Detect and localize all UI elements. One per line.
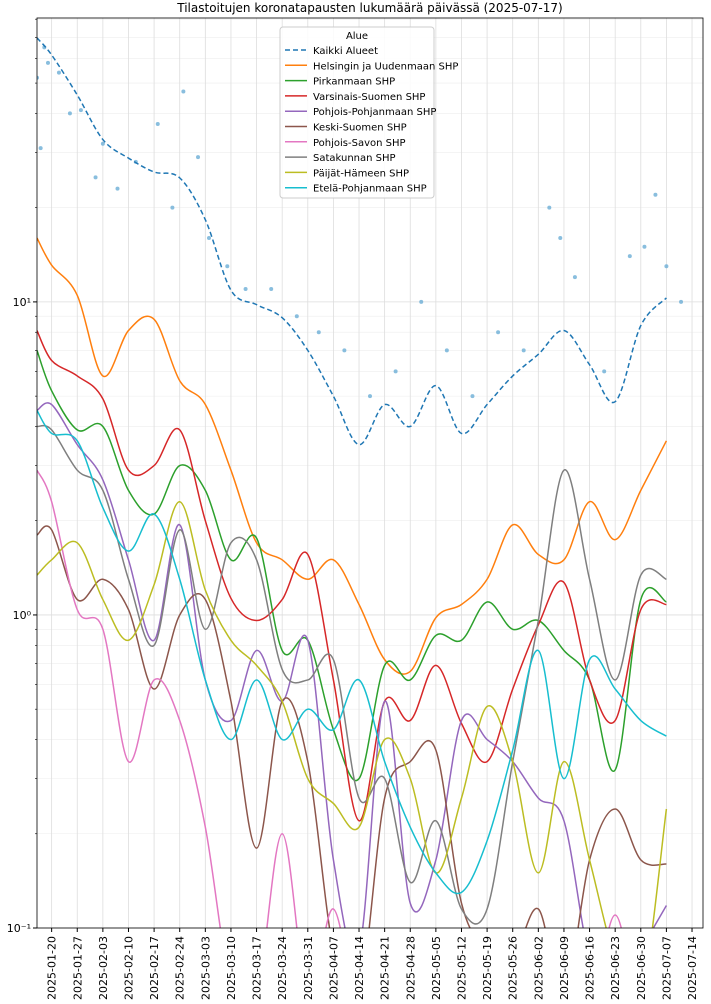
data-point [45, 60, 50, 65]
x-tick-label: 2025-04-21 [379, 936, 392, 1000]
data-point [115, 186, 120, 191]
y-tick-label: 10⁻¹ [7, 922, 31, 935]
legend-label: Pohjois-Savon SHP [313, 138, 406, 149]
data-point [470, 394, 475, 399]
data-point [196, 155, 201, 160]
y-tick-label: 10¹ [13, 296, 31, 309]
data-point [38, 146, 43, 151]
x-tick-label: 2025-04-14 [353, 936, 366, 1000]
data-point [225, 264, 230, 269]
data-point [547, 205, 552, 210]
data-point [679, 299, 684, 304]
legend-label: Päijät-Hämeen SHP [313, 168, 409, 179]
legend-label: Varsinais-Suomen SHP [313, 92, 425, 103]
x-tick-label: 2025-05-12 [455, 936, 468, 1000]
legend-label: Keski-Suomen SHP [313, 123, 407, 134]
data-point [572, 275, 577, 280]
data-point [243, 286, 248, 291]
series-line [37, 237, 668, 675]
data-point [269, 286, 274, 291]
data-point [627, 254, 632, 259]
x-tick-label: 2025-04-28 [404, 936, 417, 1000]
data-point [93, 175, 98, 180]
data-point [100, 141, 105, 146]
x-tick-label: 2025-05-26 [507, 936, 520, 1000]
data-point [444, 348, 449, 353]
x-tick-label: 2025-06-23 [609, 936, 622, 1000]
data-point [393, 369, 398, 374]
x-tick-label: 2025-02-10 [122, 936, 135, 1000]
x-tick-label: 2025-02-17 [148, 936, 161, 1000]
x-tick-label: 2025-07-07 [660, 936, 673, 1000]
data-point [602, 369, 607, 374]
data-point [342, 348, 347, 353]
grid [37, 18, 703, 929]
x-tick-label: 2025-05-05 [430, 936, 443, 1000]
series-line [37, 37, 667, 446]
x-tick-label: 2025-07-14 [686, 936, 699, 1000]
x-tick-label: 2025-02-24 [174, 936, 187, 1000]
x-tick-label: 2025-01-20 [46, 936, 59, 1000]
axes: 10⁻¹ 10⁰ 10¹ 2025-01-20 2025-01-27 2025-02-03… [7, 18, 699, 1000]
x-tick-label: 2025-05-19 [481, 936, 494, 1000]
x-tick-label: 2025-03-10 [225, 936, 238, 1000]
x-tick-label: 2025-06-16 [584, 936, 597, 1000]
data-point [558, 235, 563, 240]
series-line [37, 525, 667, 928]
x-tick-label: 2025-06-09 [558, 936, 571, 1000]
legend-label: Pirkanmaan SHP [313, 77, 395, 88]
series-line [37, 330, 667, 822]
x-tick-label: 2025-01-27 [71, 936, 84, 1000]
x-tick-label: 2025-03-03 [199, 936, 212, 1000]
series-line [37, 410, 667, 895]
x-tick-label: 2025-04-07 [327, 936, 340, 1000]
series-line [37, 402, 668, 928]
data-point [294, 314, 299, 319]
plot-area [37, 37, 684, 928]
x-tick-label: 2025-03-31 [302, 936, 315, 1000]
data-point [664, 264, 669, 269]
x-tick-label: 2025-03-24 [276, 936, 289, 1000]
data-point [368, 394, 372, 399]
axes-frame [36, 17, 704, 929]
data-point [67, 111, 72, 116]
legend-box [279, 26, 435, 199]
data-point [206, 235, 211, 240]
data-point [316, 330, 321, 335]
series-line [37, 500, 668, 928]
x-tick-label: 2025-02-03 [97, 936, 110, 1000]
legend-label: Pohjois-Pohjanmaan SHP [313, 107, 436, 118]
data-point [496, 330, 501, 335]
data-point [155, 122, 160, 127]
legend-label: Kaikki Alueet [313, 46, 378, 57]
data-point [653, 192, 658, 197]
legend-label: Etelä-Pohjanmaan SHP [313, 184, 427, 195]
series-line [37, 424, 667, 925]
x-tick-label: 2025-06-30 [635, 936, 648, 1000]
data-point [181, 89, 186, 94]
x-tick-label: 2025-03-17 [251, 936, 264, 1000]
legend: Alue Kaikki Alueet Helsingin ja Uudenmaan … [279, 26, 458, 199]
data-point [37, 75, 39, 80]
data-point [56, 70, 61, 75]
legend-title: Alue [346, 31, 368, 42]
x-tick-label: 2025-06-02 [532, 936, 545, 1000]
data-point [521, 348, 526, 353]
data-point [419, 299, 424, 304]
data-point [170, 205, 175, 210]
legend-label: Helsingin ja Uudenmaan SHP [313, 61, 458, 72]
chart-title: Tilastoitujen koronatapausten lukumäärä … [176, 1, 562, 15]
data-point [642, 244, 647, 249]
y-tick-label: 10⁰ [13, 609, 32, 622]
series-line [37, 469, 622, 928]
legend-label: Satakunnan SHP [313, 153, 396, 164]
data-point [78, 108, 83, 113]
